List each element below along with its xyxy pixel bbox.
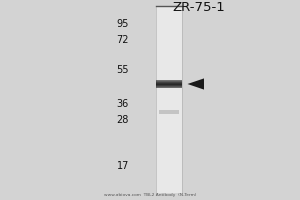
Text: 36: 36: [117, 99, 129, 109]
Text: 72: 72: [116, 35, 129, 45]
Text: 55: 55: [116, 65, 129, 75]
Bar: [156, 85, 182, 86]
Bar: [156, 87, 182, 88]
Text: 17: 17: [117, 161, 129, 171]
Bar: [158, 110, 179, 114]
Bar: [156, 81, 182, 82]
Text: ZR-75-1: ZR-75-1: [172, 1, 225, 14]
Text: www.abiova.com  TBL2 Antibody  (N-Term): www.abiova.com TBL2 Antibody (N-Term): [104, 193, 196, 197]
Bar: [156, 82, 182, 83]
Bar: [156, 83, 182, 84]
Polygon shape: [188, 78, 204, 90]
Bar: [156, 86, 182, 87]
Text: 95: 95: [117, 19, 129, 29]
Bar: [156, 6, 182, 193]
Bar: [156, 80, 182, 81]
Bar: [156, 84, 182, 85]
Text: 28: 28: [117, 115, 129, 125]
